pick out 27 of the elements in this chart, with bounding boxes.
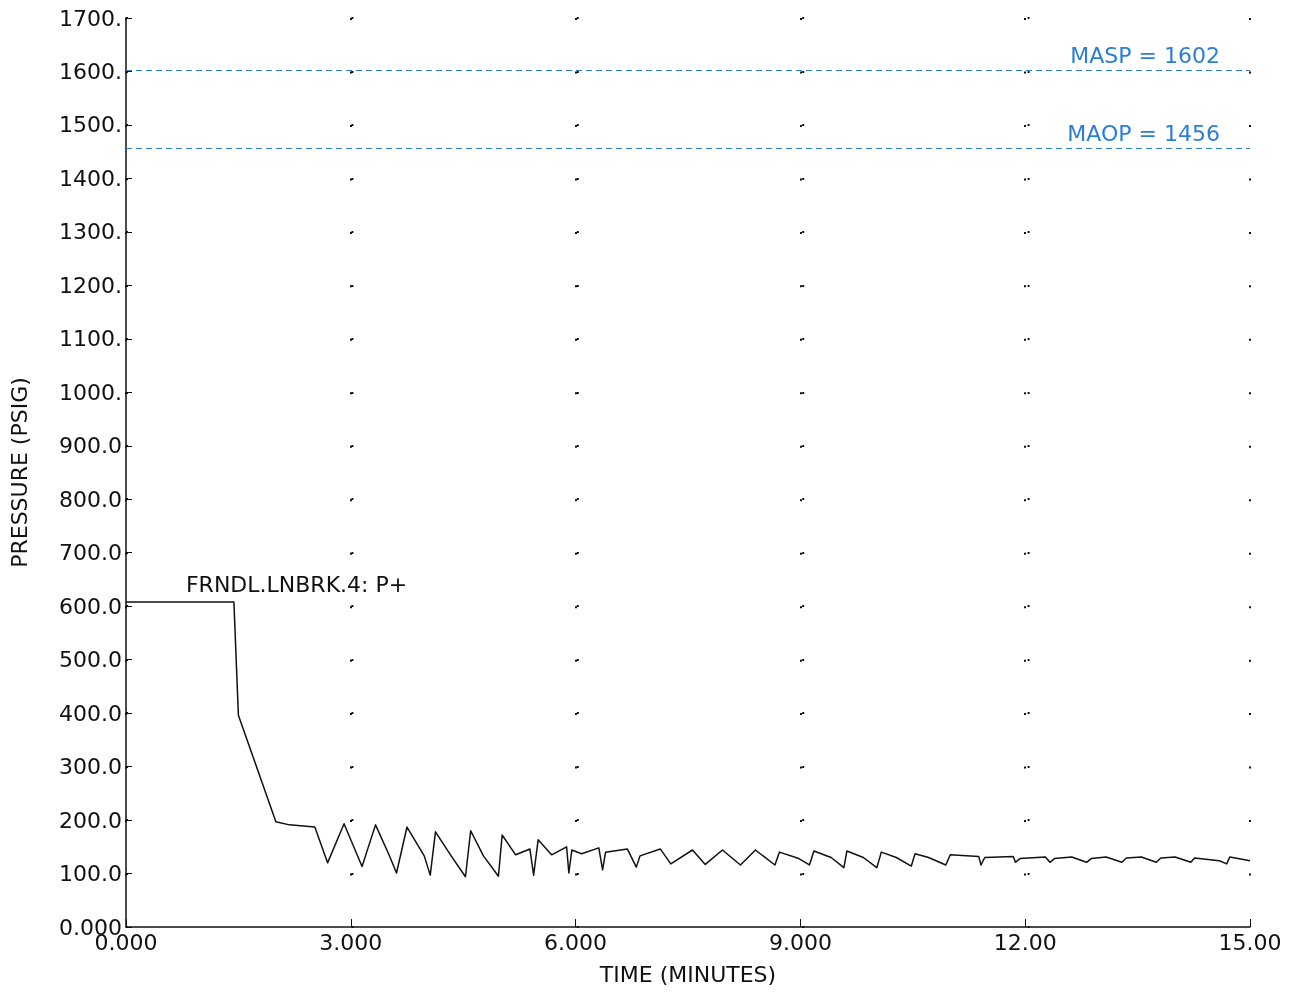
annotation: FRNDL.LNBRK.4: P+ bbox=[185, 572, 408, 598]
y-tick-label: 1700. bbox=[59, 5, 122, 31]
y-tick-label: 1600. bbox=[59, 58, 122, 84]
y-tick-label: 500.0 bbox=[59, 647, 122, 673]
y-tick-label: 1000. bbox=[59, 379, 122, 405]
y-tick-label: 400.0 bbox=[59, 700, 122, 726]
y-tick-label: 200.0 bbox=[59, 807, 122, 833]
ref-line-label: MAOP = 1456 bbox=[1067, 120, 1220, 146]
y-tick-label: 700.0 bbox=[59, 540, 122, 566]
y-tick-label: 1400. bbox=[59, 165, 122, 191]
x-axis-title: TIME (MINUTES) bbox=[598, 961, 777, 987]
x-tick-label: 12.00 bbox=[993, 929, 1057, 955]
y-tick-label: 1300. bbox=[59, 219, 122, 245]
y-tick-label: 300.0 bbox=[59, 754, 122, 780]
y-axis-title: PRESSURE (PSIG) bbox=[6, 377, 32, 568]
x-tick-label: 15.00 bbox=[1218, 929, 1282, 955]
y-tick-label: 100.0 bbox=[59, 861, 122, 887]
x-tick-label: 9.000 bbox=[768, 929, 832, 955]
y-tick-label: 1100. bbox=[59, 326, 122, 352]
y-tick-label: 1200. bbox=[59, 272, 122, 298]
y-tick-label: 800.0 bbox=[59, 486, 122, 512]
ref-line-label: MASP = 1602 bbox=[1070, 42, 1220, 68]
x-tick-label: 6.000 bbox=[544, 929, 608, 955]
y-tick-label: 1500. bbox=[59, 112, 122, 138]
x-tick-label: 3.000 bbox=[319, 929, 383, 955]
y-tick-label: 600.0 bbox=[59, 593, 122, 619]
y-tick-label: 900.0 bbox=[59, 433, 122, 459]
